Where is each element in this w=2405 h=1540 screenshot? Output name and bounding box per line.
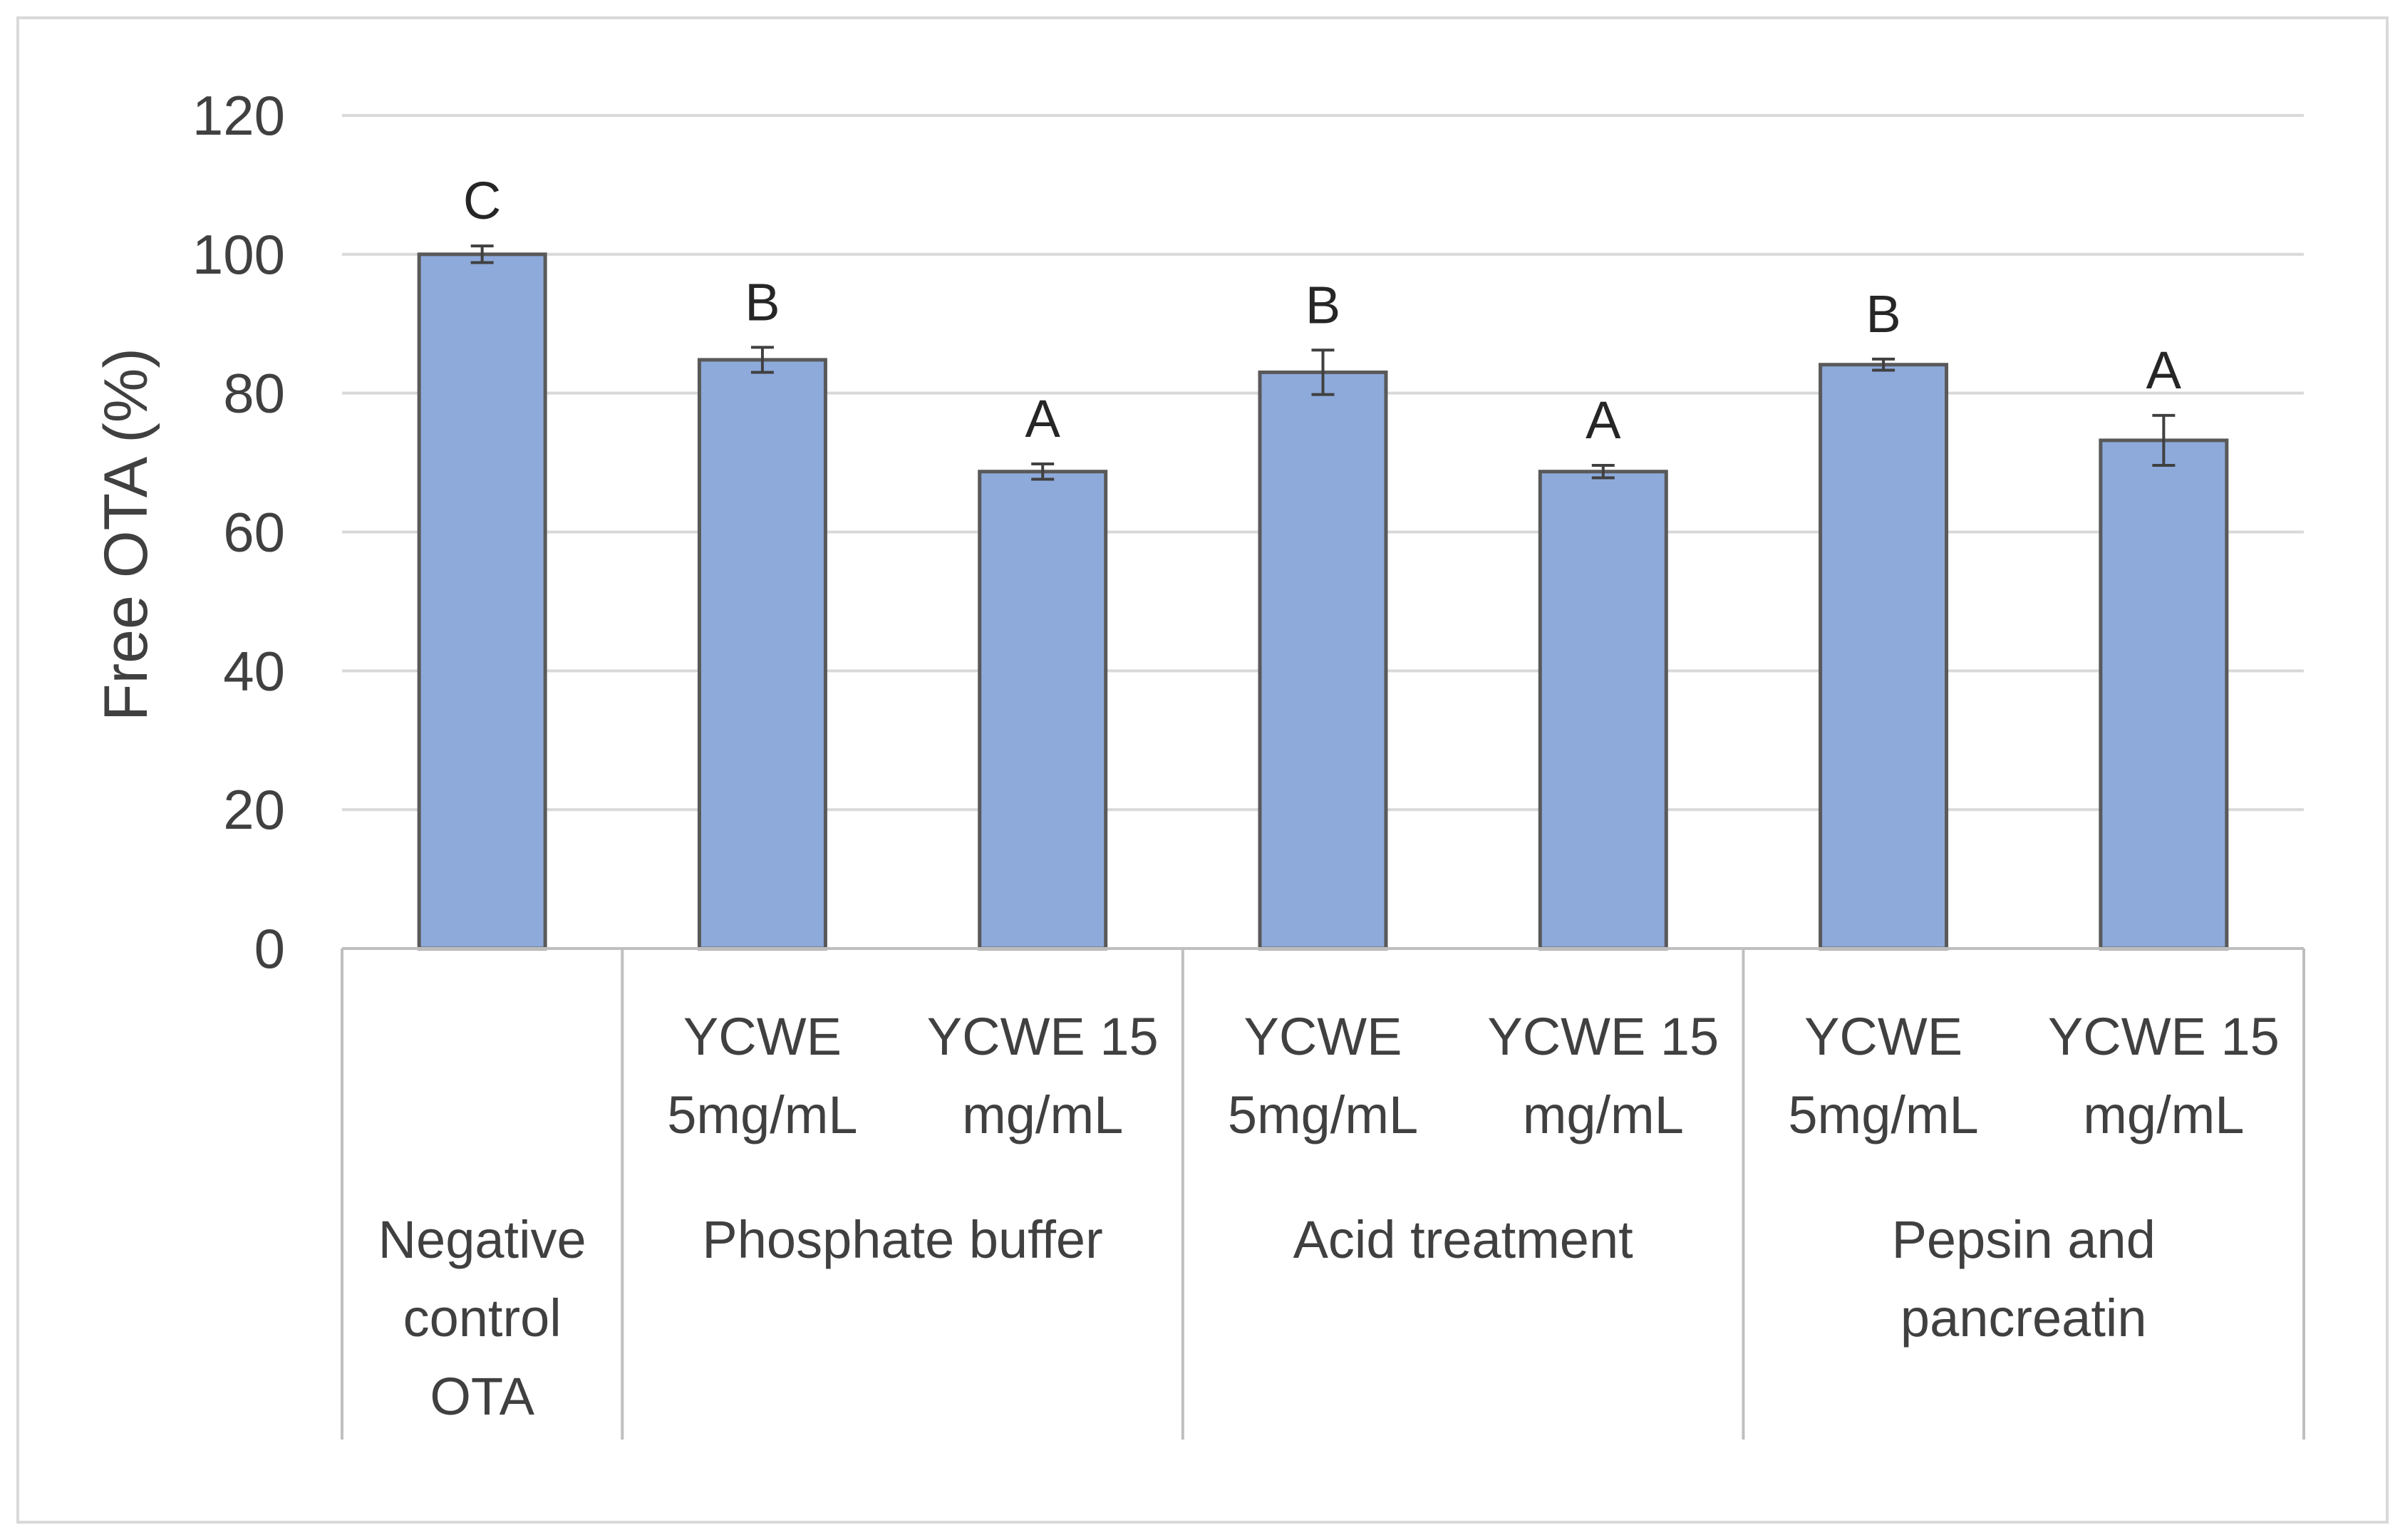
- significance-label: A: [2146, 341, 2182, 400]
- bar: [697, 358, 827, 951]
- bars: [417, 244, 2229, 951]
- bar: [1258, 370, 1388, 951]
- labels: 0 20 40 60 80 100 120 C B A B A B A YCWE 5mg/mL YCWE 15 m…: [192, 84, 2280, 1426]
- significance-label: B: [1866, 284, 1900, 343]
- axes: [341, 947, 2305, 1440]
- significance-label: A: [1586, 391, 1621, 450]
- x-category-label: YCWE 15: [1487, 1007, 1719, 1066]
- y-tick-label: 0: [254, 917, 285, 980]
- x-category-label: YCWE: [683, 1007, 842, 1066]
- x-category-label: 5mg/mL: [1788, 1085, 1978, 1144]
- x-category-label: mg/mL: [1523, 1085, 1684, 1144]
- significance-label: A: [1025, 389, 1061, 448]
- bar: [2099, 438, 2229, 951]
- significance-label: B: [1305, 275, 1340, 334]
- chart-border: [16, 16, 2389, 1524]
- bar: [1538, 470, 1668, 951]
- x-group-label: OTA: [430, 1367, 534, 1426]
- y-tick-label: 40: [223, 639, 285, 702]
- x-category-label: YCWE: [1244, 1007, 1402, 1066]
- bar: [978, 470, 1108, 951]
- y-tick-label: 120: [192, 84, 285, 147]
- y-tick-label: 20: [223, 778, 285, 841]
- x-group-label: Phosphate buffer: [702, 1210, 1102, 1269]
- x-group-label: Negative: [378, 1210, 586, 1269]
- x-category-label: YCWE 15: [2048, 1007, 2280, 1066]
- x-category-label: mg/mL: [2083, 1085, 2244, 1144]
- x-category-label: YCWE: [1804, 1007, 1962, 1066]
- x-category-label: 5mg/mL: [1228, 1085, 1418, 1144]
- x-group-label: control: [403, 1288, 562, 1348]
- significance-label: C: [463, 171, 501, 230]
- bar: [417, 252, 547, 951]
- x-category-label: mg/mL: [962, 1085, 1123, 1144]
- x-group-label: pancreatin: [1900, 1288, 2147, 1348]
- x-group-label: Acid treatment: [1293, 1210, 1634, 1269]
- y-axis-title: Free OTA (%): [92, 348, 160, 721]
- y-tick-label: 60: [223, 501, 285, 564]
- bar: [1819, 363, 1949, 951]
- x-category-label: 5mg/mL: [667, 1085, 857, 1144]
- gridlines: [342, 114, 2304, 812]
- x-group-label: Pepsin and: [1892, 1210, 2156, 1269]
- x-category-label: YCWE 15: [927, 1007, 1159, 1066]
- y-tick-label: 80: [223, 362, 285, 425]
- y-tick-label: 100: [192, 223, 285, 286]
- significance-label: B: [745, 272, 780, 331]
